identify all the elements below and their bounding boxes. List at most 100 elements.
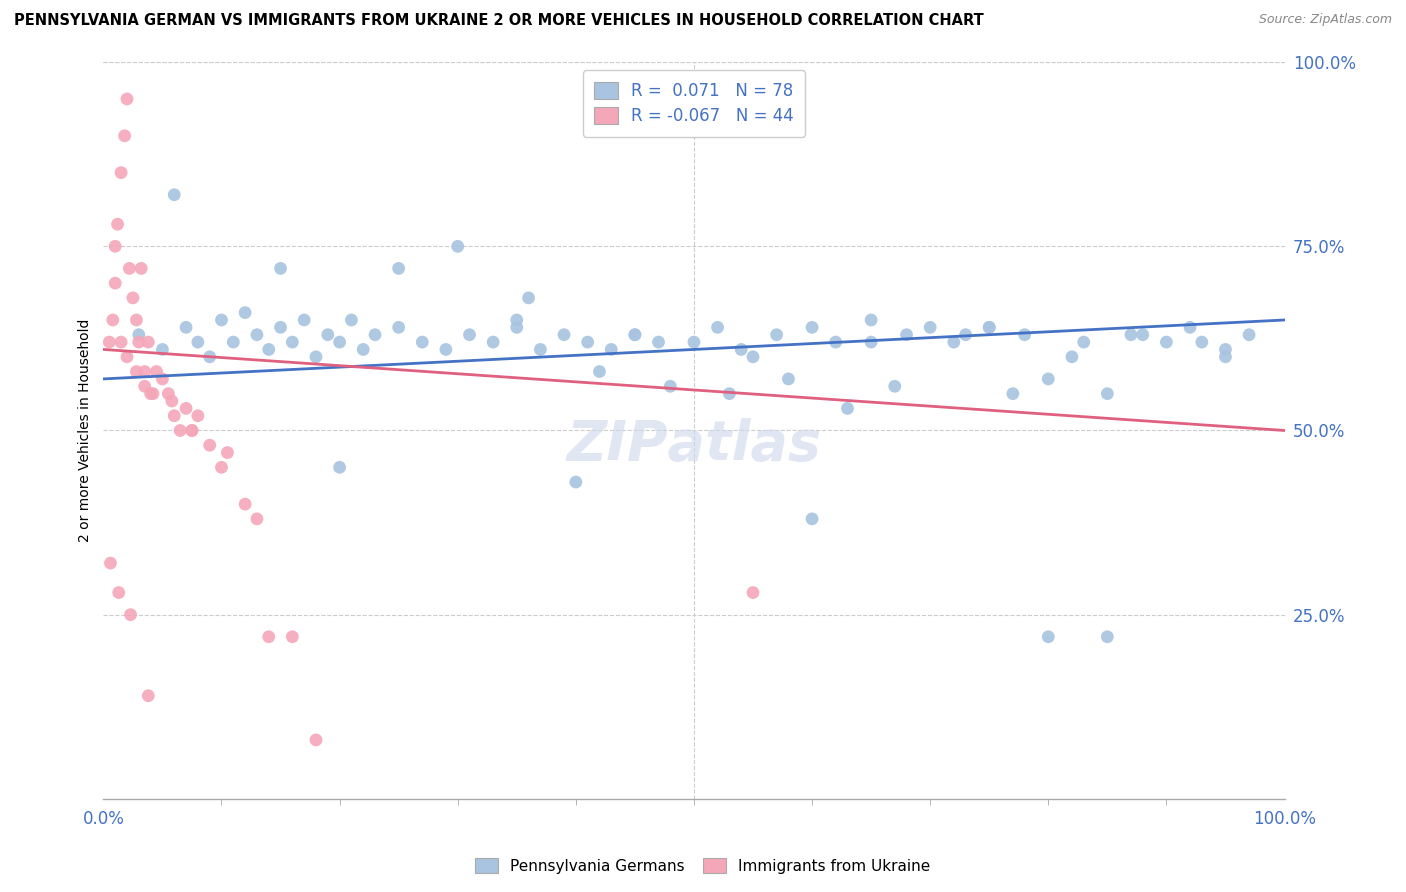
- Point: [257, 343, 280, 357]
- Point: [246, 512, 269, 526]
- Legend: R =  0.071   N = 78, R = -0.067   N = 44: R = 0.071 N = 78, R = -0.067 N = 44: [582, 70, 806, 136]
- Point: [942, 334, 965, 349]
- Point: [1132, 327, 1154, 342]
- Point: [174, 320, 197, 334]
- Point: [979, 320, 1001, 334]
- Point: [104, 276, 127, 290]
- Point: [316, 327, 339, 342]
- Point: [114, 128, 136, 143]
- Point: [187, 409, 209, 423]
- Point: [134, 379, 156, 393]
- Point: [305, 350, 328, 364]
- Point: [270, 261, 292, 276]
- Point: [211, 313, 233, 327]
- Point: [979, 320, 1001, 334]
- Point: [181, 424, 204, 438]
- Point: [718, 386, 741, 401]
- Point: [1156, 334, 1178, 349]
- Point: [1073, 334, 1095, 349]
- Point: [198, 350, 221, 364]
- Point: [364, 327, 387, 342]
- Point: [647, 334, 669, 349]
- Point: [955, 327, 977, 342]
- Point: [187, 334, 209, 349]
- Point: [801, 512, 824, 526]
- Point: [1014, 327, 1036, 342]
- Point: [837, 401, 859, 416]
- Point: [1097, 386, 1119, 401]
- Point: [101, 313, 124, 327]
- Point: [896, 327, 918, 342]
- Point: [1097, 630, 1119, 644]
- Point: [1215, 350, 1237, 364]
- Point: [352, 343, 374, 357]
- Point: [163, 409, 186, 423]
- Point: [659, 379, 682, 393]
- Point: [104, 239, 127, 253]
- Point: [292, 313, 315, 327]
- Point: [98, 334, 121, 349]
- Point: [920, 320, 942, 334]
- Point: [110, 334, 132, 349]
- Point: [553, 327, 575, 342]
- Point: [801, 320, 824, 334]
- Point: [1038, 630, 1060, 644]
- Point: [134, 365, 156, 379]
- Point: [706, 320, 728, 334]
- Point: [624, 327, 647, 342]
- Point: [181, 424, 204, 438]
- Point: [281, 334, 304, 349]
- Text: PENNSYLVANIA GERMAN VS IMMIGRANTS FROM UKRAINE 2 OR MORE VEHICLES IN HOUSEHOLD C: PENNSYLVANIA GERMAN VS IMMIGRANTS FROM U…: [14, 13, 984, 29]
- Point: [624, 327, 647, 342]
- Point: [1060, 350, 1083, 364]
- Point: [1215, 343, 1237, 357]
- Point: [588, 365, 610, 379]
- Point: [145, 365, 167, 379]
- Point: [211, 460, 233, 475]
- Point: [860, 334, 883, 349]
- Point: [458, 327, 481, 342]
- Point: [198, 438, 221, 452]
- Point: [506, 320, 529, 334]
- Point: [125, 365, 148, 379]
- Point: [222, 334, 245, 349]
- Point: [600, 343, 623, 357]
- Point: [517, 291, 540, 305]
- Point: [115, 92, 138, 106]
- Point: [160, 394, 183, 409]
- Point: [233, 497, 256, 511]
- Point: [128, 327, 150, 342]
- Point: [529, 343, 551, 357]
- Point: [118, 261, 141, 276]
- Point: [742, 585, 765, 599]
- Point: [233, 305, 256, 319]
- Point: [125, 313, 148, 327]
- Point: [565, 475, 588, 489]
- Point: [506, 313, 529, 327]
- Point: [139, 386, 162, 401]
- Point: [136, 689, 159, 703]
- Point: [860, 313, 883, 327]
- Point: [152, 372, 174, 386]
- Point: [388, 320, 411, 334]
- Point: [482, 334, 505, 349]
- Point: [765, 327, 787, 342]
- Point: [576, 334, 599, 349]
- Point: [824, 334, 846, 349]
- Point: [1237, 327, 1260, 342]
- Point: [305, 732, 328, 747]
- Point: [169, 424, 191, 438]
- Point: [163, 187, 186, 202]
- Point: [270, 320, 292, 334]
- Point: [142, 386, 165, 401]
- Point: [115, 350, 138, 364]
- Point: [683, 334, 706, 349]
- Point: [107, 585, 129, 599]
- Point: [340, 313, 363, 327]
- Point: [1119, 327, 1142, 342]
- Point: [107, 217, 129, 231]
- Point: [157, 386, 180, 401]
- Point: [120, 607, 142, 622]
- Legend: Pennsylvania Germans, Immigrants from Ukraine: Pennsylvania Germans, Immigrants from Uk…: [470, 852, 936, 880]
- Point: [257, 630, 280, 644]
